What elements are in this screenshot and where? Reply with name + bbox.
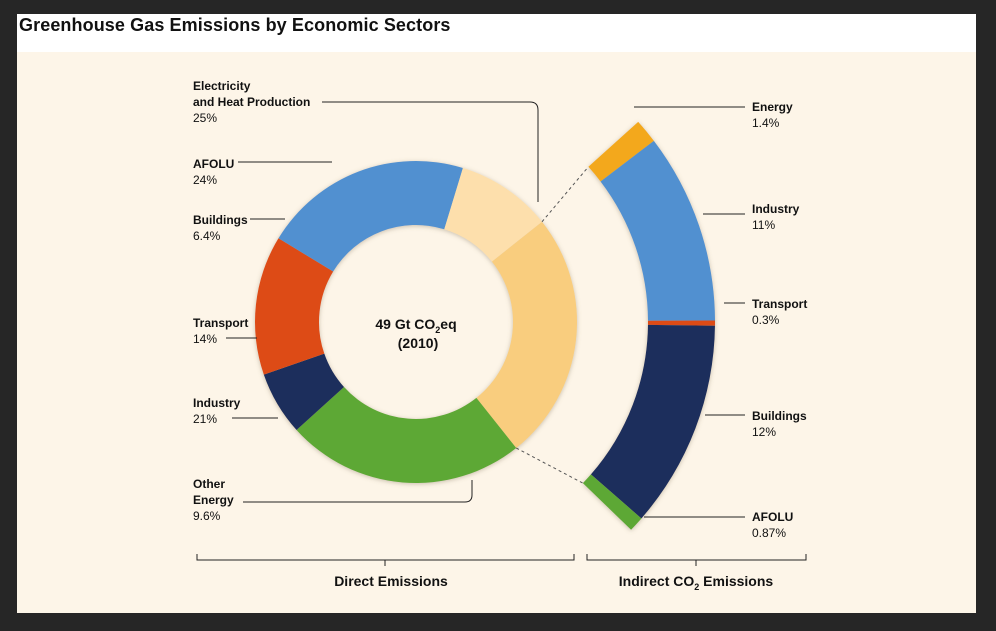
center-label-year: (2010) [398, 335, 438, 351]
slice-labels: Electricity and Heat Production 25% AFOLU 24… [193, 79, 807, 540]
title-bar: Greenhouse Gas Emissions by Economic Sec… [17, 14, 976, 52]
indirect-emissions-bracket [586, 554, 807, 566]
direct-electricity-and-heat-production-leader [322, 101, 539, 202]
donut-slice-electricity-and-heat-production [476, 221, 577, 448]
indirect-energy-label: Energy 1.4% [752, 100, 793, 130]
donut-slice-afolu [296, 387, 517, 483]
leader-lines [226, 101, 745, 518]
direct-transport-label: Transport 14% [193, 316, 248, 346]
donut-slice-buildings [263, 353, 345, 430]
direct-afolu-label: AFOLU 24% [193, 157, 234, 187]
direct-other-energy-label: Other Energy 9.6% [193, 477, 234, 523]
arc-segment-transport [647, 320, 715, 326]
indirect-industry-label: Industry 11% [752, 202, 800, 232]
donut-slice-industry [278, 161, 463, 272]
arc-segment-afolu [582, 474, 642, 530]
arc-segment-energy [588, 121, 654, 182]
connector-line-2 [515, 447, 584, 484]
indirect-emissions-label: Indirect CO2 Emissions [619, 573, 774, 592]
direct-emissions-bracket [196, 554, 575, 566]
direct-electricity-and-heat-production-label: Electricity and Heat Production 25% [193, 79, 310, 125]
indirect-transport-label: Transport 0.3% [752, 297, 807, 327]
direct-emissions-label: Direct Emissions [334, 573, 448, 589]
connector-line-1 [541, 166, 589, 223]
donut-slice-transport [254, 238, 334, 375]
center-label: 49 Gt CO2eq [375, 316, 456, 335]
chart-title: Greenhouse Gas Emissions by Economic Sec… [19, 15, 451, 35]
chart-panel [17, 52, 976, 613]
direct-emissions-donut [254, 161, 577, 483]
direct-industry-label: Industry 21% [193, 396, 241, 426]
direct-other-energy-leader [243, 480, 473, 503]
arc-segment-industry [600, 140, 715, 321]
donut-slice-other-energy [444, 167, 542, 262]
direct-buildings-label: Buildings 6.4% [193, 213, 248, 243]
indirect-afolu-label: AFOLU 0.87% [752, 510, 793, 540]
indirect-buildings-label: Buildings 12% [752, 409, 807, 439]
arc-segment-buildings [590, 324, 715, 519]
indirect-emissions-arc [582, 121, 715, 530]
